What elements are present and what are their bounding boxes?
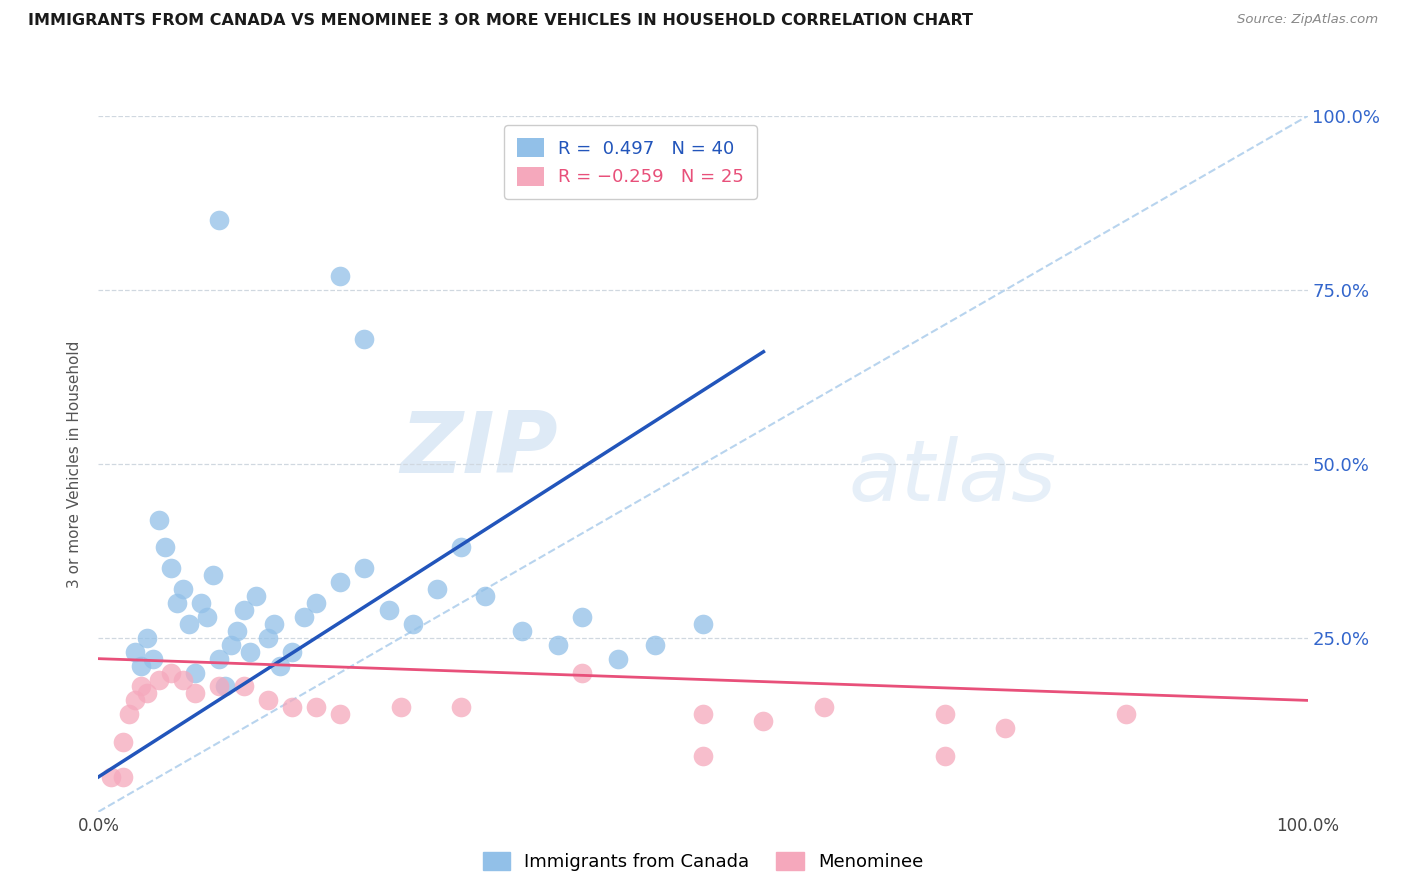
Point bbox=[148, 673, 170, 687]
Point bbox=[232, 603, 254, 617]
Point bbox=[208, 213, 231, 227]
Point bbox=[571, 610, 593, 624]
Point bbox=[305, 700, 328, 714]
Point bbox=[226, 624, 249, 638]
Point bbox=[547, 638, 569, 652]
Point bbox=[305, 596, 328, 610]
Point bbox=[160, 665, 183, 680]
Point bbox=[100, 770, 122, 784]
Point bbox=[135, 631, 157, 645]
Point bbox=[353, 561, 375, 575]
Point bbox=[190, 596, 212, 610]
Point bbox=[153, 541, 176, 555]
Legend: Immigrants from Canada, Menominee: Immigrants from Canada, Menominee bbox=[475, 845, 931, 879]
Point bbox=[692, 749, 714, 764]
Point bbox=[160, 561, 183, 575]
Point bbox=[135, 686, 157, 700]
Point bbox=[184, 665, 207, 680]
Point bbox=[994, 721, 1017, 735]
Point bbox=[179, 616, 201, 631]
Point bbox=[474, 589, 496, 603]
Point bbox=[245, 589, 267, 603]
Point bbox=[221, 638, 243, 652]
Point bbox=[232, 680, 254, 694]
Text: IMMIGRANTS FROM CANADA VS MENOMINEE 3 OR MORE VEHICLES IN HOUSEHOLD CORRELATION : IMMIGRANTS FROM CANADA VS MENOMINEE 3 OR… bbox=[28, 13, 973, 29]
Point bbox=[239, 645, 262, 659]
Point bbox=[111, 770, 134, 784]
Legend: R =  0.497   N = 40, R = −0.259   N = 25: R = 0.497 N = 40, R = −0.259 N = 25 bbox=[505, 125, 756, 199]
Point bbox=[377, 603, 399, 617]
Point bbox=[934, 707, 956, 722]
Point bbox=[692, 616, 714, 631]
Point bbox=[142, 651, 165, 665]
Point bbox=[124, 693, 146, 707]
Point bbox=[450, 541, 472, 555]
Point bbox=[692, 707, 714, 722]
Point bbox=[644, 638, 666, 652]
Point bbox=[172, 582, 194, 596]
Point bbox=[256, 693, 278, 707]
Point bbox=[281, 645, 304, 659]
Point bbox=[752, 714, 775, 729]
Point bbox=[124, 645, 146, 659]
Point bbox=[256, 631, 278, 645]
Point bbox=[607, 651, 630, 665]
Point bbox=[402, 616, 425, 631]
Point bbox=[450, 700, 472, 714]
Point bbox=[269, 658, 291, 673]
Text: ZIP: ZIP bbox=[401, 409, 558, 491]
Point bbox=[166, 596, 188, 610]
Point bbox=[202, 568, 225, 582]
Point bbox=[118, 707, 141, 722]
Point bbox=[172, 673, 194, 687]
Point bbox=[389, 700, 412, 714]
Point bbox=[934, 749, 956, 764]
Y-axis label: 3 or more Vehicles in Household: 3 or more Vehicles in Household bbox=[67, 340, 83, 588]
Point bbox=[208, 680, 231, 694]
Point bbox=[329, 268, 352, 283]
Point bbox=[510, 624, 533, 638]
Point bbox=[329, 707, 352, 722]
Point bbox=[813, 700, 835, 714]
Text: Source: ZipAtlas.com: Source: ZipAtlas.com bbox=[1237, 13, 1378, 27]
Point bbox=[263, 616, 285, 631]
Point bbox=[571, 665, 593, 680]
Point bbox=[111, 735, 134, 749]
Point bbox=[1115, 707, 1137, 722]
Point bbox=[353, 332, 375, 346]
Point bbox=[195, 610, 218, 624]
Point bbox=[184, 686, 207, 700]
Point bbox=[148, 512, 170, 526]
Point bbox=[292, 610, 315, 624]
Point bbox=[129, 680, 152, 694]
Point bbox=[281, 700, 304, 714]
Point bbox=[208, 651, 231, 665]
Text: atlas: atlas bbox=[848, 436, 1056, 519]
Point bbox=[129, 658, 152, 673]
Point bbox=[329, 575, 352, 590]
Point bbox=[214, 680, 236, 694]
Point bbox=[426, 582, 449, 596]
